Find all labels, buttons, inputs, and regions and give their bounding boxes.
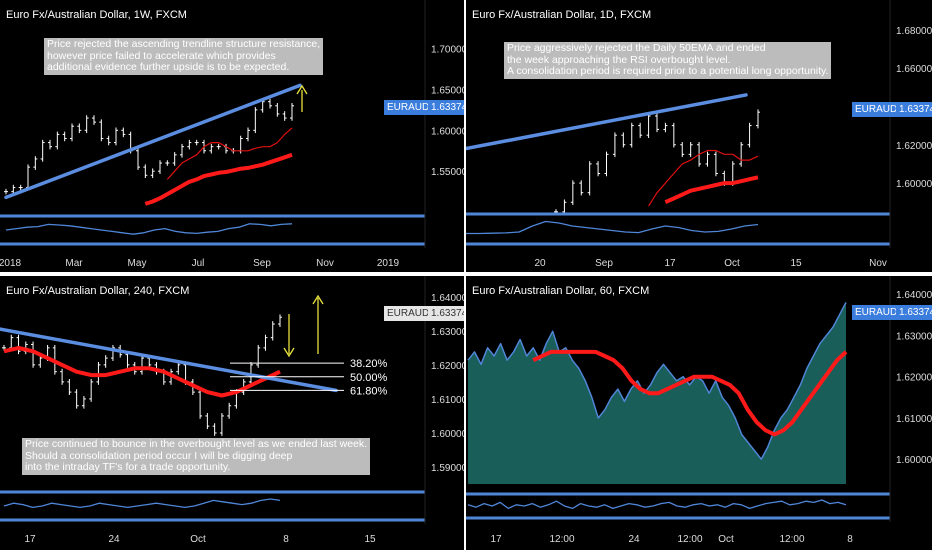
up-arrow-head <box>312 294 324 305</box>
price-badge: EURAUD <box>852 102 901 117</box>
x-tick-label: 17 <box>24 534 36 545</box>
trendline <box>4 83 302 200</box>
price-badge: EURAUD <box>852 305 901 320</box>
annotation-note: Price aggressively rejected the Daily 50… <box>504 42 832 79</box>
chart-title: Euro Fx/Australian Dollar, 1D, FXCM <box>472 9 652 21</box>
y-tick-label: 1.64000 <box>431 293 464 304</box>
chart-title: Euro Fx/Australian Dollar, 60, FXCM <box>472 285 650 297</box>
trendline <box>0 327 338 393</box>
price-badge: EURAUD <box>384 306 433 321</box>
y-tick-label: 1.59000 <box>431 463 464 474</box>
annotation-note: Price rejected the ascending trendline s… <box>44 38 324 75</box>
fib-level-label: 50.00% <box>350 372 388 384</box>
y-tick-label: 1.60000 <box>896 179 932 190</box>
y-tick-label: 1.62000 <box>896 373 932 384</box>
x-tick-label: 17 <box>664 258 676 269</box>
x-tick-label: 15 <box>364 534 376 545</box>
chart-svg-1d[interactable]: 1.680001.660001.640001.620001.6000020Sep… <box>466 0 932 272</box>
x-tick-label: Oct <box>718 534 734 545</box>
x-tick-label: Oct <box>724 258 740 269</box>
chart-svg-60[interactable]: 1.64000 1.63000 1.62000 1.61000 1.60000 17 12:… <box>466 276 932 550</box>
last-price-label: 1.63374 <box>428 306 464 321</box>
fib-level-label: 38.20% <box>350 358 388 370</box>
x-tick-label: May <box>128 258 147 269</box>
last-price-value: 1.63374 <box>899 307 932 318</box>
last-price-label: 1.63374 <box>896 305 932 320</box>
y-tick-label: 1.60000 <box>431 126 464 137</box>
x-tick-label: Mar <box>65 258 83 269</box>
x-tick-label: 20 <box>534 258 546 269</box>
x-tick-label: Nov <box>869 258 887 269</box>
ema-slow-line <box>144 152 293 206</box>
rsi-line <box>5 223 293 235</box>
ema-line <box>532 349 848 437</box>
x-tick-label: 12:00 <box>549 534 574 545</box>
x-tick-label: 17 <box>490 534 502 545</box>
up-arrow-head <box>296 84 308 95</box>
ema-fast-line <box>648 149 759 207</box>
last-price-label: 1.63374 <box>428 100 464 115</box>
y-tick-label: 1.66000 <box>896 64 932 75</box>
x-tick-label: Nov <box>316 258 334 269</box>
y-tick-label: 1.63000 <box>896 331 932 342</box>
y-tick-label: 1.63000 <box>431 327 464 338</box>
y-tick-label: 1.61000 <box>431 395 464 406</box>
x-tick-label: 2018 <box>0 258 22 269</box>
last-price-value: 1.63374 <box>899 104 932 115</box>
chart-panel-60[interactable]: 1.64000 1.63000 1.62000 1.61000 1.60000 17 12:… <box>466 276 932 550</box>
y-tick-label: 1.62000 <box>896 141 932 152</box>
x-tick-label: Sep <box>595 258 613 269</box>
x-tick-label: 8 <box>847 534 853 545</box>
x-tick-label: Oct <box>190 534 206 545</box>
trendline <box>466 93 748 151</box>
chart-panel-240[interactable]: 1.64000 1.63000 1.62000 1.61000 1.60000 1.590… <box>0 276 464 550</box>
x-tick-label: 2019 <box>377 258 400 269</box>
price-badge: EURAUD <box>384 100 433 115</box>
price-badge-symbol: EURAUD <box>855 104 898 115</box>
x-tick-label: 8 <box>283 534 289 545</box>
x-tick-label: 12:00 <box>779 534 804 545</box>
x-tick-label: Sep <box>253 258 271 269</box>
rsi-line <box>466 220 759 235</box>
ema-line <box>3 345 281 398</box>
y-tick-label: 1.60000 <box>896 455 932 466</box>
price-badge-symbol: EURAUD <box>387 102 430 113</box>
y-tick-label: 1.61000 <box>896 414 932 425</box>
chart-title: Euro Fx/Australian Dollar, 1W, FXCM <box>6 9 187 21</box>
chart-panel-1w[interactable]: 1.70000 1.65000 1.60000 1.55000 2018 Mar May Ju… <box>0 0 464 272</box>
price-badge-symbol: EURAUD <box>855 307 898 318</box>
last-price-value: 1.63374 <box>431 102 464 113</box>
sma-line <box>166 127 293 180</box>
chart-svg-1w[interactable]: 1.70000 1.65000 1.60000 1.55000 2018 Mar May Ju… <box>0 0 464 272</box>
y-tick-label: 1.68000 <box>896 26 932 37</box>
ema-slow-line <box>664 175 759 205</box>
y-tick-label: 1.64000 <box>896 290 932 301</box>
down-arrow-head <box>283 347 295 358</box>
y-tick-label: 1.62000 <box>431 361 464 372</box>
y-tick-label: 1.55000 <box>431 167 464 178</box>
chart-svg-240[interactable]: 1.64000 1.63000 1.62000 1.61000 1.60000 1.590… <box>0 276 464 550</box>
y-tick-label: 1.65000 <box>431 85 464 96</box>
y-tick-label: 1.70000 <box>431 45 464 56</box>
last-price-value: 1.63374 <box>431 308 464 319</box>
annotation-note: Price continued to bounce in the overbou… <box>22 438 371 475</box>
price-badge-symbol: EURAUD <box>387 308 430 319</box>
rsi-line <box>3 498 281 509</box>
x-tick-label: Jul <box>192 258 205 269</box>
x-tick-label: 15 <box>790 258 802 269</box>
y-tick-label: 1.60000 <box>431 429 464 440</box>
x-tick-label: 24 <box>628 534 640 545</box>
chart-panel-1d[interactable]: 1.680001.660001.640001.620001.6000020Sep… <box>466 0 932 272</box>
x-tick-label: 12:00 <box>677 534 702 545</box>
price-line <box>467 302 847 460</box>
chart-title: Euro Fx/Australian Dollar, 240, FXCM <box>6 285 190 297</box>
rsi-line <box>467 499 847 510</box>
last-price-label: 1.63374 <box>896 102 932 117</box>
fib-level-label: 61.80% <box>350 385 388 397</box>
x-tick-label: 24 <box>108 534 120 545</box>
